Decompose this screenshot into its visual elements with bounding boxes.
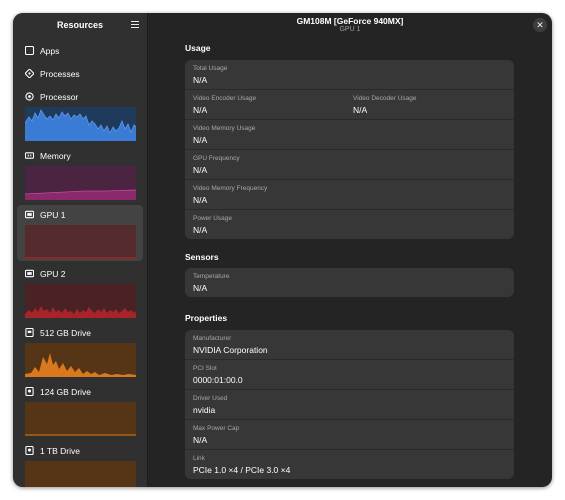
sidebar-item-label: 512 GB Drive bbox=[40, 328, 92, 338]
sidebar-item-memory[interactable]: Memory bbox=[17, 146, 143, 202]
app-window: Resources Apps Processes Processor bbox=[13, 13, 552, 487]
gpu-frequency-label: GPU Frequency bbox=[193, 155, 240, 162]
video-encoder-label: Video Encoder Usage bbox=[193, 95, 257, 102]
pci-slot-label: PCI Slot bbox=[193, 365, 217, 372]
video-memory-label: Video Memory Usage bbox=[193, 125, 256, 132]
driver-used-value: nvidia bbox=[193, 405, 216, 415]
total-usage-row: Total Usage N/A bbox=[185, 60, 514, 90]
temperature-label: Temperature bbox=[193, 273, 230, 280]
sidebar-item-label: 1 TB Drive bbox=[40, 446, 80, 456]
total-usage-label: Total Usage bbox=[193, 65, 228, 72]
link-row: Link PCIe 1.0 ×4 / PCIe 3.0 ×4 bbox=[185, 450, 514, 479]
sidebar-item-processes[interactable]: Processes bbox=[17, 64, 143, 85]
link-value: PCIe 1.0 ×4 / PCIe 3.0 ×4 bbox=[193, 465, 291, 475]
apps-icon bbox=[25, 46, 34, 55]
512gb-drive-usage-graph bbox=[25, 343, 136, 377]
sidebar-item-label: GPU 1 bbox=[40, 210, 66, 220]
manufacturer-label: Manufacturer bbox=[193, 335, 232, 342]
power-usage-value: N/A bbox=[193, 225, 208, 235]
cpu-icon bbox=[25, 92, 34, 101]
close-icon: ✕ bbox=[536, 20, 544, 30]
drive-icon bbox=[25, 387, 34, 396]
sidebar-title: Resources bbox=[56, 20, 104, 30]
memory-icon bbox=[25, 152, 34, 159]
temperature-row: Temperature N/A bbox=[185, 268, 514, 297]
video-memory-value: N/A bbox=[193, 135, 208, 145]
video-memory-frequency-value: N/A bbox=[193, 195, 208, 205]
sidebar-item-label: GPU 2 bbox=[40, 269, 66, 279]
sidebar-item-gpu-2[interactable]: GPU 2 bbox=[17, 264, 143, 320]
manufacturer-row: Manufacturer NVIDIA Corporation bbox=[185, 330, 514, 360]
sidebar-item-gpu-1[interactable]: GPU 1 bbox=[17, 205, 143, 261]
video-decoder-label: Video Decoder Usage bbox=[353, 95, 417, 102]
video-memory-row: Video Memory Usage N/A bbox=[185, 120, 514, 150]
drive-icon bbox=[25, 446, 34, 455]
video-encoder-value: N/A bbox=[193, 105, 208, 115]
drive-icon bbox=[25, 328, 34, 337]
video-decoder-value: N/A bbox=[353, 105, 368, 115]
manufacturer-value: NVIDIA Corporation bbox=[193, 345, 268, 355]
driver-used-label: Driver Used bbox=[193, 395, 228, 402]
gpu-frequency-value: N/A bbox=[193, 165, 208, 175]
sidebar-item-124gb-drive[interactable]: 124 GB Drive bbox=[17, 382, 143, 438]
pci-slot-value: 0000:01:00.0 bbox=[193, 375, 243, 385]
sidebar-item-1tb-drive[interactable]: 1 TB Drive bbox=[17, 441, 143, 487]
sensors-card: Temperature N/A bbox=[185, 268, 514, 297]
hamburger-menu-icon[interactable] bbox=[131, 21, 139, 29]
sidebar-header: Resources bbox=[13, 13, 147, 38]
gpu-1-usage-graph bbox=[25, 225, 136, 259]
usage-section-title: Usage bbox=[185, 43, 211, 53]
video-codec-row: Video Encoder Usage N/A Video Decoder Us… bbox=[185, 90, 514, 120]
1tb-drive-usage-graph bbox=[25, 461, 136, 487]
main-panel: GM108M [GeForce 940MX] GPU 1 ✕ Usage Tot… bbox=[148, 13, 552, 487]
sidebar-item-apps[interactable]: Apps bbox=[17, 41, 143, 62]
titlebar: GM108M [GeForce 940MX] GPU 1 ✕ bbox=[148, 13, 552, 38]
usage-card: Total Usage N/A Video Encoder Usage N/A … bbox=[185, 60, 514, 239]
video-memory-frequency-row: Video Memory Frequency N/A bbox=[185, 180, 514, 210]
max-power-cap-label: Max Power Cap bbox=[193, 425, 240, 432]
sidebar-item-label: Apps bbox=[40, 46, 60, 56]
driver-used-row: Driver Used nvidia bbox=[185, 390, 514, 420]
properties-section-title: Properties bbox=[185, 313, 228, 323]
max-power-cap-row: Max Power Cap N/A bbox=[185, 420, 514, 450]
sidebar-item-processor[interactable]: Processor bbox=[17, 87, 143, 143]
total-usage-value: N/A bbox=[193, 75, 208, 85]
sidebar-item-label: Processes bbox=[40, 69, 80, 79]
max-power-cap-value: N/A bbox=[193, 435, 208, 445]
sidebar: Resources Apps Processes Processor bbox=[13, 13, 148, 487]
sidebar-item-label: Processor bbox=[40, 92, 79, 102]
sensors-section-title: Sensors bbox=[185, 252, 219, 262]
pci-slot-row: PCI Slot 0000:01:00.0 bbox=[185, 360, 514, 390]
124gb-drive-usage-graph bbox=[25, 402, 136, 436]
close-button[interactable]: ✕ bbox=[533, 18, 547, 32]
power-usage-label: Power Usage bbox=[193, 215, 233, 222]
link-label: Link bbox=[193, 455, 205, 462]
processor-usage-graph bbox=[25, 107, 136, 141]
gpu-icon bbox=[25, 210, 34, 219]
sidebar-item-512gb-drive[interactable]: 512 GB Drive bbox=[17, 323, 143, 379]
sidebar-item-label: Memory bbox=[40, 151, 71, 161]
processes-icon bbox=[25, 69, 34, 78]
sidebar-item-label: 124 GB Drive bbox=[40, 387, 92, 397]
video-memory-frequency-label: Video Memory Frequency bbox=[193, 185, 268, 192]
memory-usage-graph bbox=[25, 166, 136, 200]
temperature-value: N/A bbox=[193, 283, 208, 293]
power-usage-row: Power Usage N/A bbox=[185, 210, 514, 239]
window-title: GM108M [GeForce 940MX] bbox=[296, 16, 404, 26]
properties-card: Manufacturer NVIDIA Corporation PCI Slot… bbox=[185, 330, 514, 479]
window-subtitle: GPU 1 bbox=[339, 26, 361, 33]
gpu-2-usage-graph bbox=[25, 284, 136, 318]
gpu-icon bbox=[25, 269, 34, 278]
gpu-frequency-row: GPU Frequency N/A bbox=[185, 150, 514, 180]
